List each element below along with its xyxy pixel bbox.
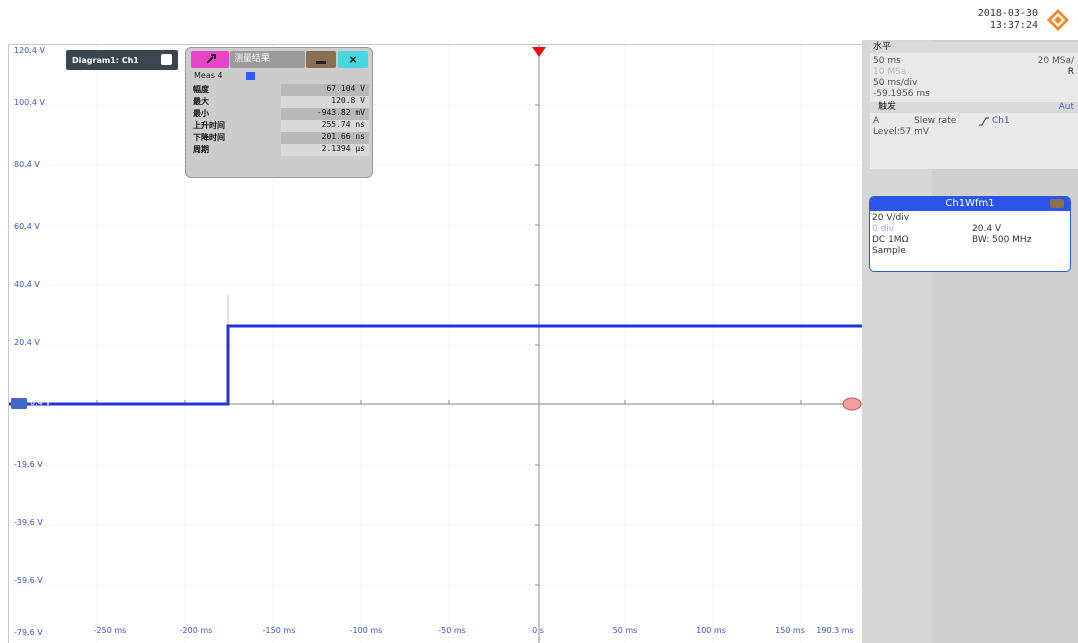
x-tick-label: 0 s bbox=[532, 626, 544, 635]
diagram-maximize-icon[interactable] bbox=[161, 54, 172, 65]
horizontal-settings-panel[interactable]: 水平 50 ms 20 MSa/ 10 MSa R 50 ms/div -59.… bbox=[870, 42, 1078, 169]
diagram-tab[interactable]: Diagram1: Ch1 bbox=[66, 50, 178, 70]
x-tick-label: -250 ms bbox=[93, 626, 127, 635]
trigger-level: Level:57 mV bbox=[873, 127, 930, 137]
y-tick-label: 60.4 V bbox=[14, 222, 40, 231]
measurement-settings-button[interactable] bbox=[191, 51, 229, 68]
rs-logo-icon bbox=[1047, 9, 1069, 31]
wrench-icon bbox=[206, 54, 216, 64]
record-rate: 10 MSa bbox=[873, 67, 907, 77]
table-row: 最小 -943.82 mV bbox=[191, 108, 369, 120]
channel-info-panel[interactable]: Ch1Wfm1 20 V/div 0 div 20.4 V DC 1MΩ BW:… bbox=[869, 196, 1071, 272]
meas-value: 67.104 V bbox=[281, 84, 369, 96]
x-tick-label: 190.3 ms bbox=[816, 626, 854, 635]
channel-coupling: DC 1MΩ bbox=[872, 235, 909, 245]
meas-name: 最小 bbox=[193, 109, 209, 118]
meas-value: 120.8 V bbox=[281, 96, 369, 108]
x-tick-label: 150 ms bbox=[775, 626, 805, 635]
y-tick-label: 0.4 V bbox=[30, 398, 51, 407]
x-tick-label: 50 ms bbox=[612, 626, 638, 635]
y-tick-label: -19.6 V bbox=[14, 460, 43, 469]
measurement-title: 测量结果 bbox=[230, 51, 305, 68]
time-scale: 50 ms bbox=[873, 56, 901, 66]
x-tick-label: -150 ms bbox=[262, 626, 296, 635]
y-tick-label: 80.4 V bbox=[14, 160, 40, 169]
x-tick-label: -50 ms bbox=[438, 626, 466, 635]
measurement-table: 幅度 67.104 V 最大 120.8 V 最小 -943.82 mV 上升时… bbox=[191, 84, 369, 156]
meas-name: 上升时间 bbox=[193, 121, 225, 130]
waveform-diagram[interactable] bbox=[8, 44, 862, 643]
trigger-mode: Aut bbox=[1058, 102, 1074, 112]
close-button[interactable]: × bbox=[338, 51, 368, 68]
meas-value: 255.74 ns bbox=[281, 120, 369, 132]
meas-name: 周期 bbox=[193, 145, 209, 154]
channel-offset-div: 0 div bbox=[872, 224, 895, 234]
table-row: 幅度 67.104 V bbox=[191, 84, 369, 96]
trigger-title: 触发 bbox=[878, 102, 897, 112]
y-tick-label: 20.4 V bbox=[14, 338, 40, 347]
top-status-strip bbox=[0, 0, 1078, 44]
channel-offset-v: 20.4 V bbox=[972, 224, 1002, 234]
time-offset: -59.1956 ms bbox=[873, 89, 930, 99]
table-row: 周期 2.1394 µs bbox=[191, 144, 369, 156]
meas-name: 幅度 bbox=[193, 85, 209, 94]
channel-title: Ch1Wfm1 bbox=[870, 197, 1070, 211]
date-text: 2018-03-30 bbox=[977, 8, 1038, 19]
slew-rate-icon bbox=[979, 117, 989, 126]
table-row: 最大 120.8 V bbox=[191, 96, 369, 108]
x-tick-label: -100 ms bbox=[349, 626, 383, 635]
minimize-icon bbox=[316, 61, 326, 64]
time-text: 13:37:24 bbox=[989, 20, 1038, 31]
grid-and-trace bbox=[9, 45, 862, 643]
trigger-source-letter: A bbox=[873, 116, 880, 126]
meas-value: 2.1394 µs bbox=[281, 144, 369, 156]
time-div: 50 ms/div bbox=[873, 78, 918, 88]
channel-acq-mode: Sample bbox=[872, 246, 906, 256]
measurement-source: Meas 4 bbox=[194, 71, 223, 80]
meas-name: 最大 bbox=[193, 97, 209, 106]
x-tick-label: 100 ms bbox=[696, 626, 726, 635]
measurement-results-dialog[interactable]: 测量结果 × Meas 4 幅度 67.104 V 最大 120.8 V 最小 … bbox=[185, 47, 373, 178]
datetime-readout: 2018-03-30 13:37:24 bbox=[978, 8, 1038, 32]
y-tick-label: -79.6 V bbox=[14, 628, 43, 637]
x-tick-label: -200 ms bbox=[179, 626, 213, 635]
diagram-tab-label: Diagram1: Ch1 bbox=[72, 55, 139, 65]
trigger-type: Slew rate bbox=[914, 116, 957, 126]
meas-name: 下降时间 bbox=[193, 133, 225, 142]
table-row: 下降时间 201.66 ns bbox=[191, 132, 369, 144]
trigger-position-marker bbox=[532, 47, 546, 57]
y-tick-label: -59.6 V bbox=[14, 576, 43, 585]
ch1-trace bbox=[9, 324, 862, 406]
table-row: 上升时间 255.74 ns bbox=[191, 120, 369, 132]
y-tick-label: 40.4 V bbox=[14, 280, 40, 289]
sample-rate: 20 MSa/ bbox=[1037, 56, 1074, 66]
horizontal-title: 水平 bbox=[873, 42, 892, 52]
channel-bandwidth: BW: 500 MHz bbox=[972, 235, 1032, 245]
y-tick-label: 100.4 V bbox=[14, 98, 45, 107]
minimize-button[interactable] bbox=[306, 51, 336, 68]
channel-menu-button[interactable] bbox=[1050, 199, 1064, 208]
y-tick-label: -39.6 V bbox=[14, 518, 43, 527]
trigger-channel: Ch1 bbox=[992, 116, 1010, 126]
channel-scale: 20 V/div bbox=[872, 213, 910, 223]
meas-color-indicator bbox=[246, 72, 255, 80]
trigger-level-marker bbox=[842, 397, 862, 411]
y-tick-label: 120.4 V bbox=[14, 46, 45, 55]
meas-value: -943.82 mV bbox=[281, 108, 369, 120]
r-label: R bbox=[1067, 67, 1074, 77]
meas-value: 201.66 ns bbox=[281, 132, 369, 144]
